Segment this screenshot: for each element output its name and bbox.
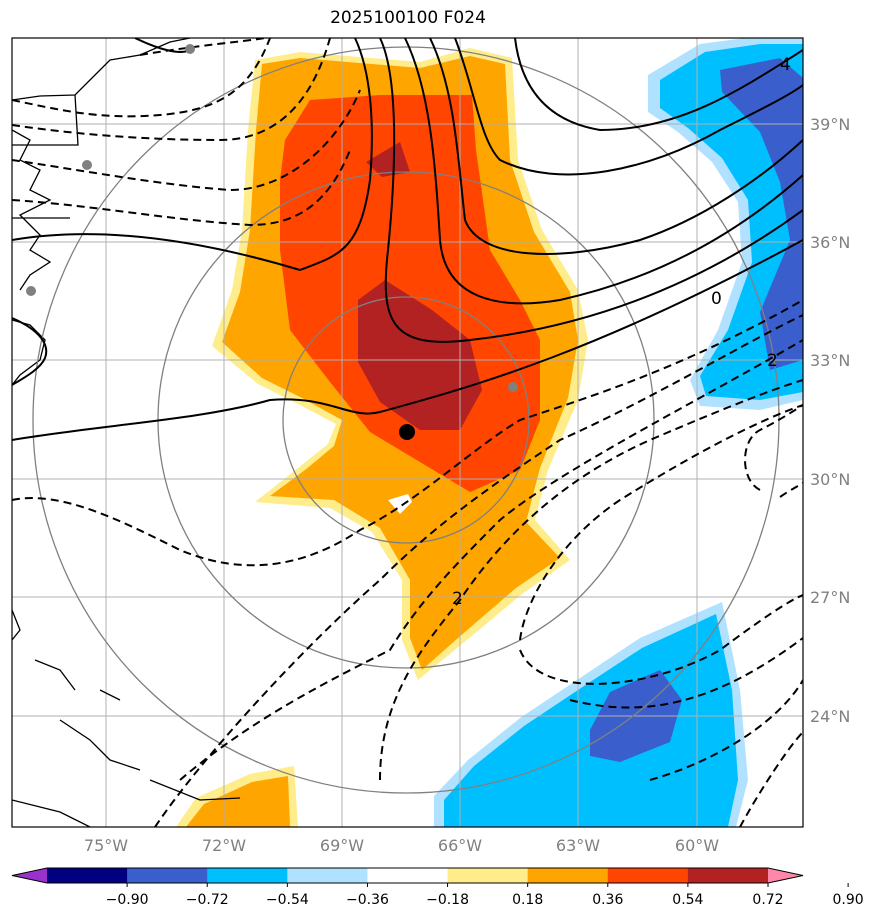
lon-label: 75°W <box>84 836 128 855</box>
negative-anomaly-royalblue-ne <box>720 58 803 370</box>
colorbar-segment <box>367 868 449 883</box>
contour-label: 2 <box>452 589 463 609</box>
lon-label: 72°W <box>202 836 246 855</box>
colorbar-segment <box>687 868 769 883</box>
colorbar-tick-label: 0.36 <box>592 892 623 908</box>
colorbar-segment <box>47 868 128 883</box>
lat-label: 36°N <box>810 233 850 252</box>
colorbar: −0.90 −0.72 −0.54 −0.36 −0.18 0.18 0.36 0.54 0.7… <box>11 867 864 908</box>
positive-anomaly-bottom-left-orange <box>186 776 290 827</box>
solid-contours <box>12 38 803 441</box>
colorbar-tick-label: 0.90 <box>833 892 864 908</box>
colorbar-tick-label: 0.18 <box>512 892 543 908</box>
colorbar-segment <box>287 868 368 883</box>
colorbar-tick-label: −0.72 <box>186 892 229 908</box>
contour-label: 2 <box>767 351 778 371</box>
map-title: 2025100100 F024 <box>330 8 486 28</box>
contour-label: 4 <box>780 55 791 75</box>
lat-label: 39°N <box>810 115 850 134</box>
colorbar-outline <box>11 867 804 884</box>
negative-anomaly-skyblue-se <box>444 614 738 827</box>
lat-label: 30°N <box>810 470 850 489</box>
lat-label: 24°N <box>810 707 850 726</box>
lon-label: 66°W <box>438 836 482 855</box>
colorbar-extend-high <box>768 868 803 883</box>
colorbar-tick-label: 0.54 <box>672 892 703 908</box>
lon-label: 69°W <box>320 836 364 855</box>
storm-center-marker <box>399 424 415 440</box>
dashed-contours <box>12 38 803 827</box>
colorbar-segment <box>127 868 208 883</box>
colorbar-segment <box>447 868 529 883</box>
gridlines <box>12 38 803 827</box>
white-hole <box>388 494 412 514</box>
colorbar-segment <box>527 868 609 883</box>
colorbar-segment <box>607 868 689 883</box>
colorbar-segment <box>207 868 288 883</box>
positive-anomaly-darkred <box>358 142 482 430</box>
lat-label: 27°N <box>810 588 850 607</box>
station-markers <box>26 44 518 392</box>
colorbar-tick-label: 0.72 <box>752 892 783 908</box>
map-plot-area: 4 0 2 2 2 <box>12 38 803 827</box>
colorbar-tick-label: −0.54 <box>266 892 309 908</box>
lon-label: 60°W <box>675 836 719 855</box>
map-frame <box>11 37 804 828</box>
colorbar-extend-low <box>12 868 47 883</box>
lon-label: 63°W <box>556 836 600 855</box>
colorbar-tick-label: −0.36 <box>346 892 389 908</box>
colorbar-tick-label: −0.90 <box>106 892 149 908</box>
lat-label: 33°N <box>810 351 850 370</box>
coastlines <box>12 38 241 827</box>
contour-label: 0 <box>711 289 722 309</box>
colorbar-tick-label: −0.18 <box>426 892 469 908</box>
